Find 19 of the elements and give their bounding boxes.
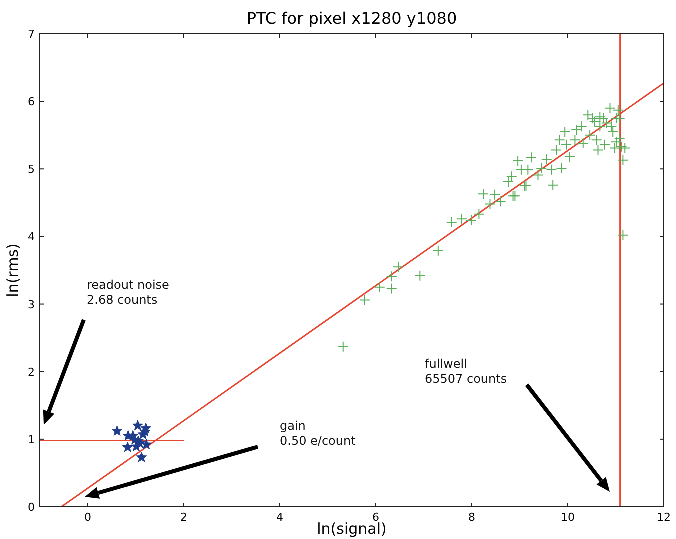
y-tick-label: 1 — [28, 433, 35, 446]
x-tick-label: 10 — [561, 511, 575, 524]
annotation: fullwell 65507 counts — [425, 357, 508, 386]
x-tick-label: 2 — [180, 511, 188, 524]
y-tick-label: 6 — [28, 96, 35, 109]
y-tick-label: 4 — [28, 230, 35, 244]
annotation: readout noise 2.68 counts — [87, 278, 170, 307]
x-tick-label: 4 — [276, 511, 284, 524]
y-tick-label: 7 — [28, 28, 35, 41]
annotation: gain 0.50 e/count — [280, 419, 356, 448]
y-tick-label: 5 — [28, 163, 35, 176]
y-tick-label: 2 — [28, 366, 35, 379]
chart-title: PTC for pixel x1280 y1080 — [246, 9, 458, 28]
x-tick-label: 8 — [468, 511, 476, 524]
y-tick-label: 0 — [28, 501, 35, 514]
x-tick-label: 12 — [657, 511, 671, 524]
y-axis-title: ln(rms) — [4, 244, 22, 298]
x-tick-label: 0 — [84, 511, 92, 524]
y-tick-label: 3 — [28, 298, 35, 312]
